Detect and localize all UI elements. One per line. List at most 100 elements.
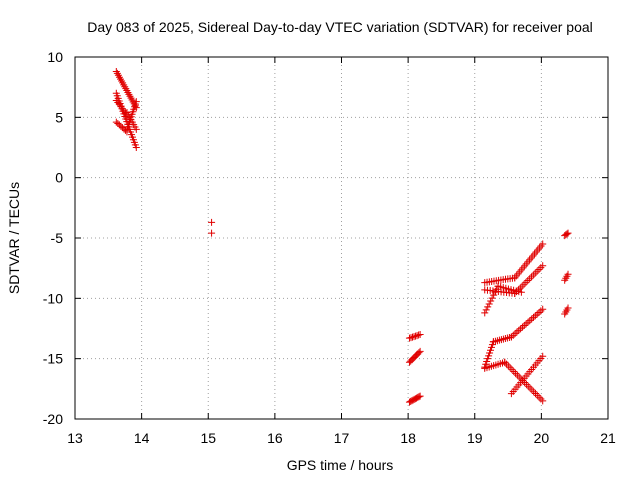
data-point [121, 126, 129, 134]
data-point [208, 218, 216, 226]
data-point [208, 229, 216, 237]
data-point [535, 308, 543, 316]
data-point [416, 392, 424, 400]
data-point [539, 305, 547, 313]
y-tick-label: -5 [51, 230, 64, 246]
data-point [524, 382, 532, 390]
data-point [518, 282, 526, 290]
data-point [412, 332, 420, 340]
data-point [529, 313, 537, 321]
data-point [485, 300, 493, 308]
data-point [531, 312, 539, 320]
data-point [512, 369, 520, 377]
data-point [132, 144, 140, 151]
data-point [533, 267, 541, 275]
data-point [491, 288, 499, 296]
data-point [415, 349, 423, 357]
y-axis-label: SDTVAR / TECUs [6, 182, 22, 294]
y-tick-label: -20 [43, 411, 63, 427]
data-point [520, 280, 528, 288]
data-point [132, 125, 140, 133]
y-axis-ticks: 10 5 0 -5 -10 -15 -20 [43, 49, 608, 427]
x-tick-label: 18 [400, 430, 416, 446]
data-point [511, 330, 519, 338]
data-point [531, 390, 539, 398]
x-tick-label: 15 [200, 430, 216, 446]
data-point [524, 318, 532, 326]
data-point [413, 332, 421, 340]
data-point [506, 364, 514, 372]
data-point [416, 331, 424, 339]
x-tick-label: 19 [467, 430, 483, 446]
data-point [529, 271, 537, 279]
data-point [415, 331, 423, 339]
data-point [537, 307, 545, 315]
y-tick-label: -15 [43, 351, 63, 367]
data-point [481, 309, 489, 317]
data-point [526, 384, 534, 392]
data-point [416, 347, 424, 355]
data-point [531, 269, 539, 277]
plot-frame [74, 56, 609, 420]
data-point [515, 326, 523, 334]
x-tick-label: 13 [67, 430, 83, 446]
y-tick-label: 5 [55, 109, 63, 125]
x-tick-label: 17 [334, 430, 350, 446]
data-point [518, 323, 526, 331]
data-point [539, 352, 547, 360]
data-point [537, 395, 545, 403]
chart-title: Day 083 of 2025, Sidereal Day-to-day VTE… [87, 19, 593, 35]
data-point [516, 284, 524, 292]
data-point [487, 297, 495, 305]
data-point [539, 397, 547, 405]
x-tick-label: 16 [267, 430, 283, 446]
data-point [513, 328, 521, 336]
data-point [132, 98, 140, 106]
data-point [503, 360, 511, 368]
y-tick-label: -10 [43, 290, 63, 306]
data-point [563, 230, 571, 238]
data-point [524, 277, 532, 285]
grid-lines [75, 57, 608, 419]
data-point [526, 275, 534, 283]
data-point [517, 325, 525, 333]
data-point [490, 291, 498, 299]
data-point [530, 388, 538, 396]
data-point [508, 366, 516, 374]
data-point [537, 264, 545, 272]
data-point [564, 304, 572, 312]
data-point [533, 391, 541, 399]
data-point [564, 270, 572, 278]
data-point [488, 294, 496, 302]
data-point [528, 273, 536, 281]
data-point [522, 278, 530, 286]
data-point [539, 262, 547, 270]
x-axis-label: GPS time / hours [287, 457, 394, 473]
data-point [533, 310, 541, 318]
data-point [528, 386, 536, 394]
data-point [405, 334, 413, 342]
data-point [515, 373, 523, 381]
x-axis-ticks: 13 14 15 16 17 18 19 20 21 [67, 57, 616, 446]
data-point [522, 380, 530, 388]
data-point [526, 317, 534, 325]
data-points [112, 67, 572, 406]
data-point [493, 285, 501, 293]
data-point [517, 288, 525, 296]
data-point [535, 393, 543, 401]
x-tick-label: 20 [534, 430, 550, 446]
data-point [564, 229, 572, 237]
data-point [409, 333, 417, 341]
data-point [522, 320, 530, 328]
data-point [410, 333, 418, 341]
x-tick-label: 21 [600, 430, 616, 446]
data-point [484, 303, 492, 311]
data-point [504, 362, 512, 370]
data-point [539, 240, 547, 248]
data-point [535, 265, 543, 273]
data-point [528, 315, 536, 323]
y-tick-label: 0 [55, 170, 63, 186]
data-point [407, 334, 415, 342]
x-tick-label: 14 [134, 430, 150, 446]
